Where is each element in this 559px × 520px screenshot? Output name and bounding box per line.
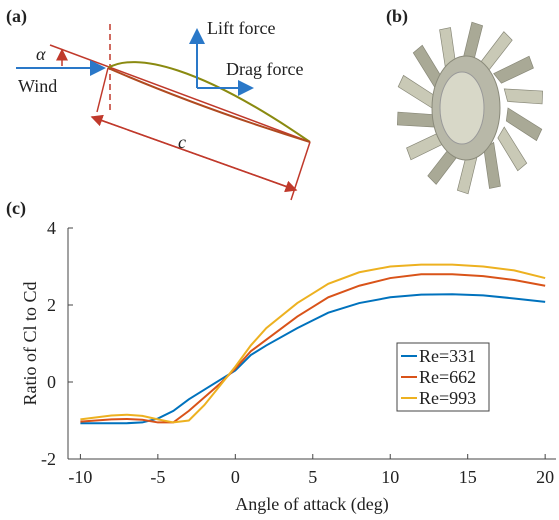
figure: (a) c Wind α Lift force Drag force (b) (… [0,0,559,520]
panel-a: (a) c Wind α Lift force Drag force [6,6,310,200]
legend-label: Re=993 [419,388,476,408]
chord-label: c [178,132,186,152]
x-tick-label: -5 [150,467,165,487]
y-tick-label: -2 [41,449,56,469]
extension-line [291,142,310,200]
x-tick-label: 0 [231,467,240,487]
wind-label: Wind [18,76,57,96]
drag-label: Drag force [226,59,303,79]
x-tick-label: 5 [308,467,317,487]
x-tick-label: 15 [459,467,477,487]
y-tick-label: 0 [47,372,56,392]
turbine-blade [494,56,534,83]
panel-label: (c) [6,198,26,219]
lift-label: Lift force [207,18,275,38]
y-axis-title: Ratio of Cl to Cd [20,281,40,405]
y-tick-label: 2 [47,295,56,315]
turbine-blade [397,112,435,127]
x-tick-label: 10 [381,467,399,487]
legend-label: Re=331 [419,346,476,366]
y-tick-label: 4 [47,218,56,238]
turbine-bore [440,72,484,144]
turbine-blade [498,127,527,171]
x-tick-label: -10 [68,467,92,487]
x-tick-label: 20 [536,467,554,487]
panel-b: (b) [386,6,543,194]
turbine-blade [504,89,542,104]
x-axis-title: Angle of attack (deg) [235,494,388,515]
line-chart: -2 0 2 4 -10 -5 0 5 10 15 20 Angle of attack (deg) R… [20,218,556,515]
alpha-label: α [36,44,46,64]
turbine-blade [398,75,433,108]
extension-line [97,68,108,112]
panel-label: (b) [386,6,408,27]
panel-label: (a) [6,6,27,27]
legend-label: Re=662 [419,367,476,387]
turbine-blade [506,108,541,141]
